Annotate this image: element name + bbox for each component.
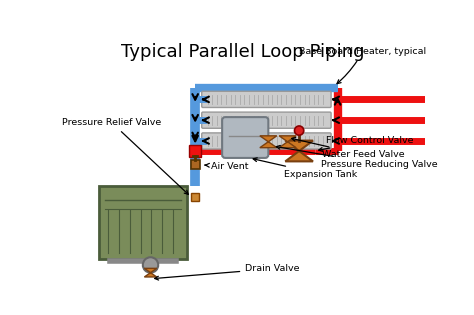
Text: Base Board Heater, typical: Base Board Heater, typical xyxy=(299,47,426,84)
Text: Pressure Reducing Valve: Pressure Reducing Valve xyxy=(276,146,438,169)
FancyBboxPatch shape xyxy=(99,186,188,259)
FancyBboxPatch shape xyxy=(189,145,201,157)
Text: Typical Parallel Loop Piping: Typical Parallel Loop Piping xyxy=(121,43,365,61)
Circle shape xyxy=(294,126,304,135)
Polygon shape xyxy=(279,136,296,148)
Text: Drain Valve: Drain Valve xyxy=(155,264,300,280)
FancyBboxPatch shape xyxy=(191,160,200,169)
FancyBboxPatch shape xyxy=(191,193,199,201)
FancyBboxPatch shape xyxy=(202,91,331,107)
Text: Flow Control Valve: Flow Control Valve xyxy=(319,136,414,151)
FancyBboxPatch shape xyxy=(222,117,268,158)
FancyBboxPatch shape xyxy=(202,133,331,149)
Circle shape xyxy=(143,257,158,273)
Text: Water Feed Valve: Water Feed Valve xyxy=(292,137,405,159)
Polygon shape xyxy=(145,268,157,277)
Polygon shape xyxy=(260,136,277,148)
Polygon shape xyxy=(285,140,313,161)
FancyBboxPatch shape xyxy=(202,112,331,128)
Text: Expansion Tank: Expansion Tank xyxy=(253,158,357,179)
Text: Air Vent: Air Vent xyxy=(205,162,248,171)
Text: Pressure Relief Valve: Pressure Relief Valve xyxy=(62,118,188,194)
